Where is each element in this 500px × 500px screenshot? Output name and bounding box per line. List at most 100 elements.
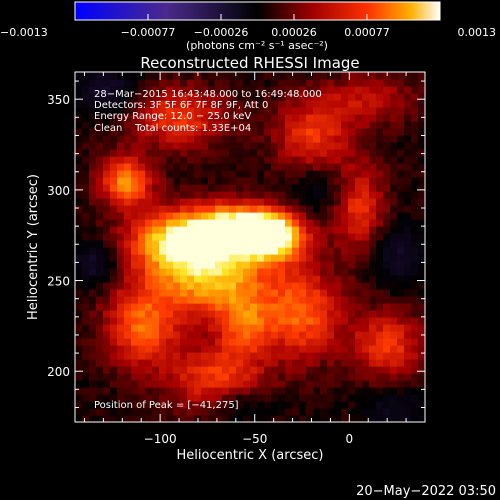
heatmap-cell <box>215 100 223 108</box>
heatmap-cell <box>166 142 174 150</box>
heatmap-cell <box>75 121 83 129</box>
heatmap-cell <box>110 408 118 416</box>
heatmap-cell <box>194 170 202 178</box>
heatmap-cell <box>180 387 188 395</box>
heatmap-cell <box>152 324 160 332</box>
heatmap-cell <box>159 163 167 171</box>
heatmap-cell <box>236 121 244 129</box>
heatmap-cell <box>131 205 139 213</box>
heatmap-cell <box>124 86 132 94</box>
heatmap-cell <box>285 331 293 339</box>
heatmap-cell <box>376 177 384 185</box>
heatmap-cell <box>257 100 265 108</box>
heatmap-cell <box>96 205 104 213</box>
heatmap-cell <box>229 163 237 171</box>
heatmap-cell <box>264 324 272 332</box>
heatmap-cell <box>278 219 286 227</box>
heatmap-cell <box>138 240 146 248</box>
heatmap-cell <box>208 254 216 262</box>
heatmap-cell <box>390 387 398 395</box>
heatmap-cell <box>327 177 335 185</box>
heatmap-cell <box>264 415 272 422</box>
heatmap-cell <box>313 205 321 213</box>
heatmap-cell <box>334 366 342 374</box>
heatmap-cell <box>152 261 160 269</box>
heatmap-cell <box>82 380 90 388</box>
heatmap-cell <box>397 345 405 353</box>
heatmap-cell <box>404 415 412 422</box>
heatmap-cell <box>383 142 391 150</box>
heatmap-cell <box>243 86 251 94</box>
heatmap-cell <box>264 86 272 94</box>
heatmap-cell <box>75 303 83 311</box>
heatmap-cell <box>145 387 153 395</box>
heatmap-cell <box>201 163 209 171</box>
heatmap-cell <box>271 268 279 276</box>
heatmap-cell <box>110 107 118 115</box>
heatmap-cell <box>278 177 286 185</box>
heatmap-cell <box>96 331 104 339</box>
heatmap-cell <box>180 331 188 339</box>
heatmap-cell <box>376 212 384 220</box>
heatmap-cell <box>138 408 146 416</box>
heatmap-cell <box>131 198 139 206</box>
heatmap-cell <box>250 149 258 157</box>
heatmap-cell <box>278 261 286 269</box>
heatmap-cell <box>173 107 181 115</box>
heatmap-cell <box>124 93 132 101</box>
heatmap-cell <box>376 86 384 94</box>
heatmap-cell <box>194 121 202 129</box>
heatmap-image <box>75 72 425 422</box>
heatmap-cell <box>362 149 370 157</box>
heatmap-cell <box>145 254 153 262</box>
heatmap-cell <box>103 219 111 227</box>
heatmap-cell <box>390 401 398 409</box>
heatmap-cell <box>418 156 425 164</box>
heatmap-cell <box>208 198 216 206</box>
heatmap-cell <box>117 114 125 122</box>
heatmap-cell <box>292 191 300 199</box>
heatmap-cell <box>348 114 356 122</box>
heatmap-cell <box>390 72 398 80</box>
heatmap-cell <box>313 142 321 150</box>
heatmap-cell <box>96 128 104 136</box>
heatmap-cell <box>215 394 223 402</box>
heatmap-cell <box>341 170 349 178</box>
heatmap-cell <box>355 170 363 178</box>
heatmap-cell <box>110 296 118 304</box>
heatmap-cell <box>397 394 405 402</box>
heatmap-cell <box>292 310 300 318</box>
heatmap-cell <box>404 128 412 136</box>
heatmap-cell <box>89 345 97 353</box>
heatmap-cell <box>411 352 419 360</box>
heatmap-cell <box>320 415 328 422</box>
heatmap-cell <box>264 296 272 304</box>
heatmap-cell <box>131 72 139 80</box>
heatmap-cell <box>215 387 223 395</box>
heatmap-cell <box>299 338 307 346</box>
heatmap-cell <box>103 198 111 206</box>
x-tick-label: −100 <box>144 432 177 446</box>
heatmap-cell <box>110 317 118 325</box>
heatmap-cell <box>222 212 230 220</box>
heatmap-cell <box>355 373 363 381</box>
heatmap-cell <box>355 226 363 234</box>
heatmap-cell <box>257 408 265 416</box>
heatmap-cell <box>271 366 279 374</box>
heatmap-cell <box>236 79 244 87</box>
heatmap-cell <box>362 331 370 339</box>
heatmap-cell <box>236 401 244 409</box>
heatmap-cell <box>96 226 104 234</box>
heatmap-cell <box>75 282 83 290</box>
heatmap-cell <box>103 254 111 262</box>
heatmap-cell <box>250 303 258 311</box>
heatmap-cell <box>236 261 244 269</box>
heatmap-cell <box>250 352 258 360</box>
heatmap-cell <box>341 401 349 409</box>
heatmap-cell <box>411 170 419 178</box>
heatmap-cell <box>215 408 223 416</box>
heatmap-cell <box>257 163 265 171</box>
heatmap-cell <box>411 268 419 276</box>
heatmap-cell <box>341 240 349 248</box>
heatmap-cell <box>411 86 419 94</box>
